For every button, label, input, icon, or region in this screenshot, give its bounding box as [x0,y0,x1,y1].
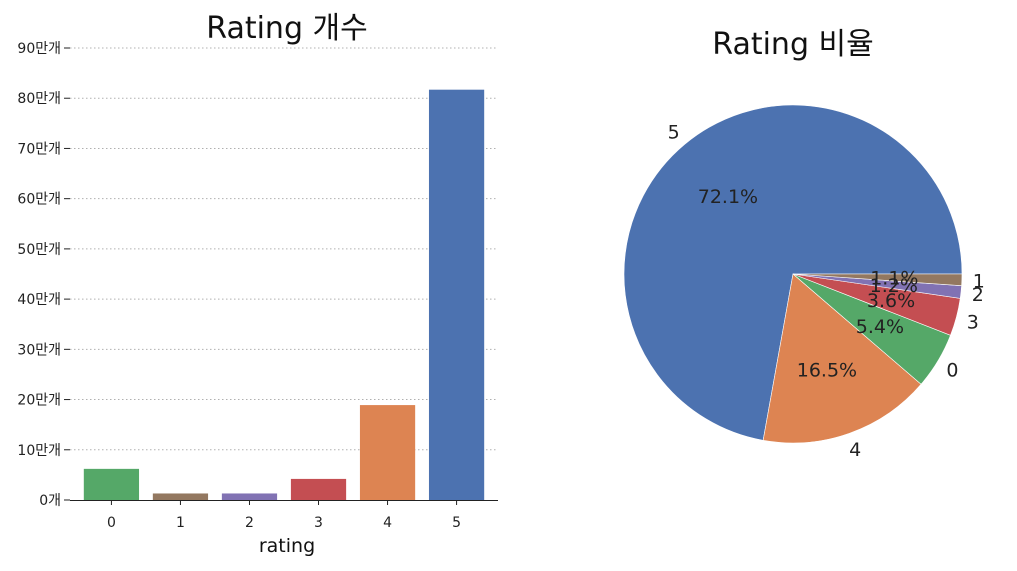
bar-x-tick-label: 4 [383,515,392,531]
pie-percent-label: 1.2% [870,275,918,297]
bar-x-axis-label: rating [259,535,315,557]
pie-slice-5 [623,104,963,441]
pie-category-labels: 5 4 0 3 21 [668,121,985,461]
pie-percent-label: 3.6% [867,290,915,312]
bar-5 [428,89,485,500]
bar-x-tick-label: 1 [176,515,185,531]
bar-x-tick-label: 2 [245,515,254,531]
bar-y-tick-label: 90만개 [17,41,61,57]
pie-category-label: 1 [973,270,985,292]
pie-slices [623,104,963,444]
bar-0 [83,468,140,500]
bar-3 [290,478,347,500]
bar-1 [152,493,209,500]
bar-series [83,89,485,500]
bar-x-tick-label: 0 [107,515,116,531]
bar-4 [359,405,416,500]
pie-percent-label: 5.4% [856,316,904,338]
bar-y-tick-label: 30만개 [17,342,61,358]
pie-category-label: 5 [668,121,680,143]
bar-y-tick-label: 60만개 [17,192,61,208]
bar-y-tick-labels: 0개 10만개 20만개 30만개 40만개 50만개 60만개 70만개 80만개 90만개 [17,41,70,509]
bar-chart: Rating 개수 0개 10만개 20만개 30만개 40만개 50만개 60만개 70만개… [17,11,498,557]
pie-category-label: 0 [946,360,958,382]
pie-percent-label: 1.1% [870,268,918,290]
bar-gridlines [70,47,498,451]
bar-x-tick-labels: 0 1 2 3 4 5 [107,500,461,531]
pie-percent-labels: 72.1% 16.5% 5.4% 3.6%1.2%1.1% [698,186,919,381]
pie-slice-1 [792,273,963,287]
bar-y-tick-label: 10만개 [17,443,61,459]
bar-y-tick-label: 50만개 [17,242,61,258]
pie-chart-title: Rating 비율 [712,27,873,62]
bar-y-tick-label: 40만개 [17,292,61,308]
pie-slice-4 [762,273,922,444]
bar-y-tick-label: 20만개 [17,393,61,409]
bar-y-tick-label: 0개 [39,493,61,509]
bar-2 [221,493,278,500]
bar-chart-title: Rating 개수 [206,11,367,46]
bar-y-tick-label: 80만개 [17,91,61,107]
pie-category-label: 4 [849,439,861,461]
bar-x-tick-label: 3 [314,515,323,531]
bar-x-tick-label: 5 [452,515,461,531]
pie-category-label: 2 [972,284,984,306]
pie-percent-label: 72.1% [698,186,758,208]
pie-chart: Rating 비율 72.1% 16.5% 5.4% 3.6%1.2%1.1% 5 4 0… [623,27,985,461]
pie-category-label: 3 [967,311,979,333]
pie-percent-label: 16.5% [797,360,857,382]
bar-y-tick-label: 70만개 [17,141,61,157]
